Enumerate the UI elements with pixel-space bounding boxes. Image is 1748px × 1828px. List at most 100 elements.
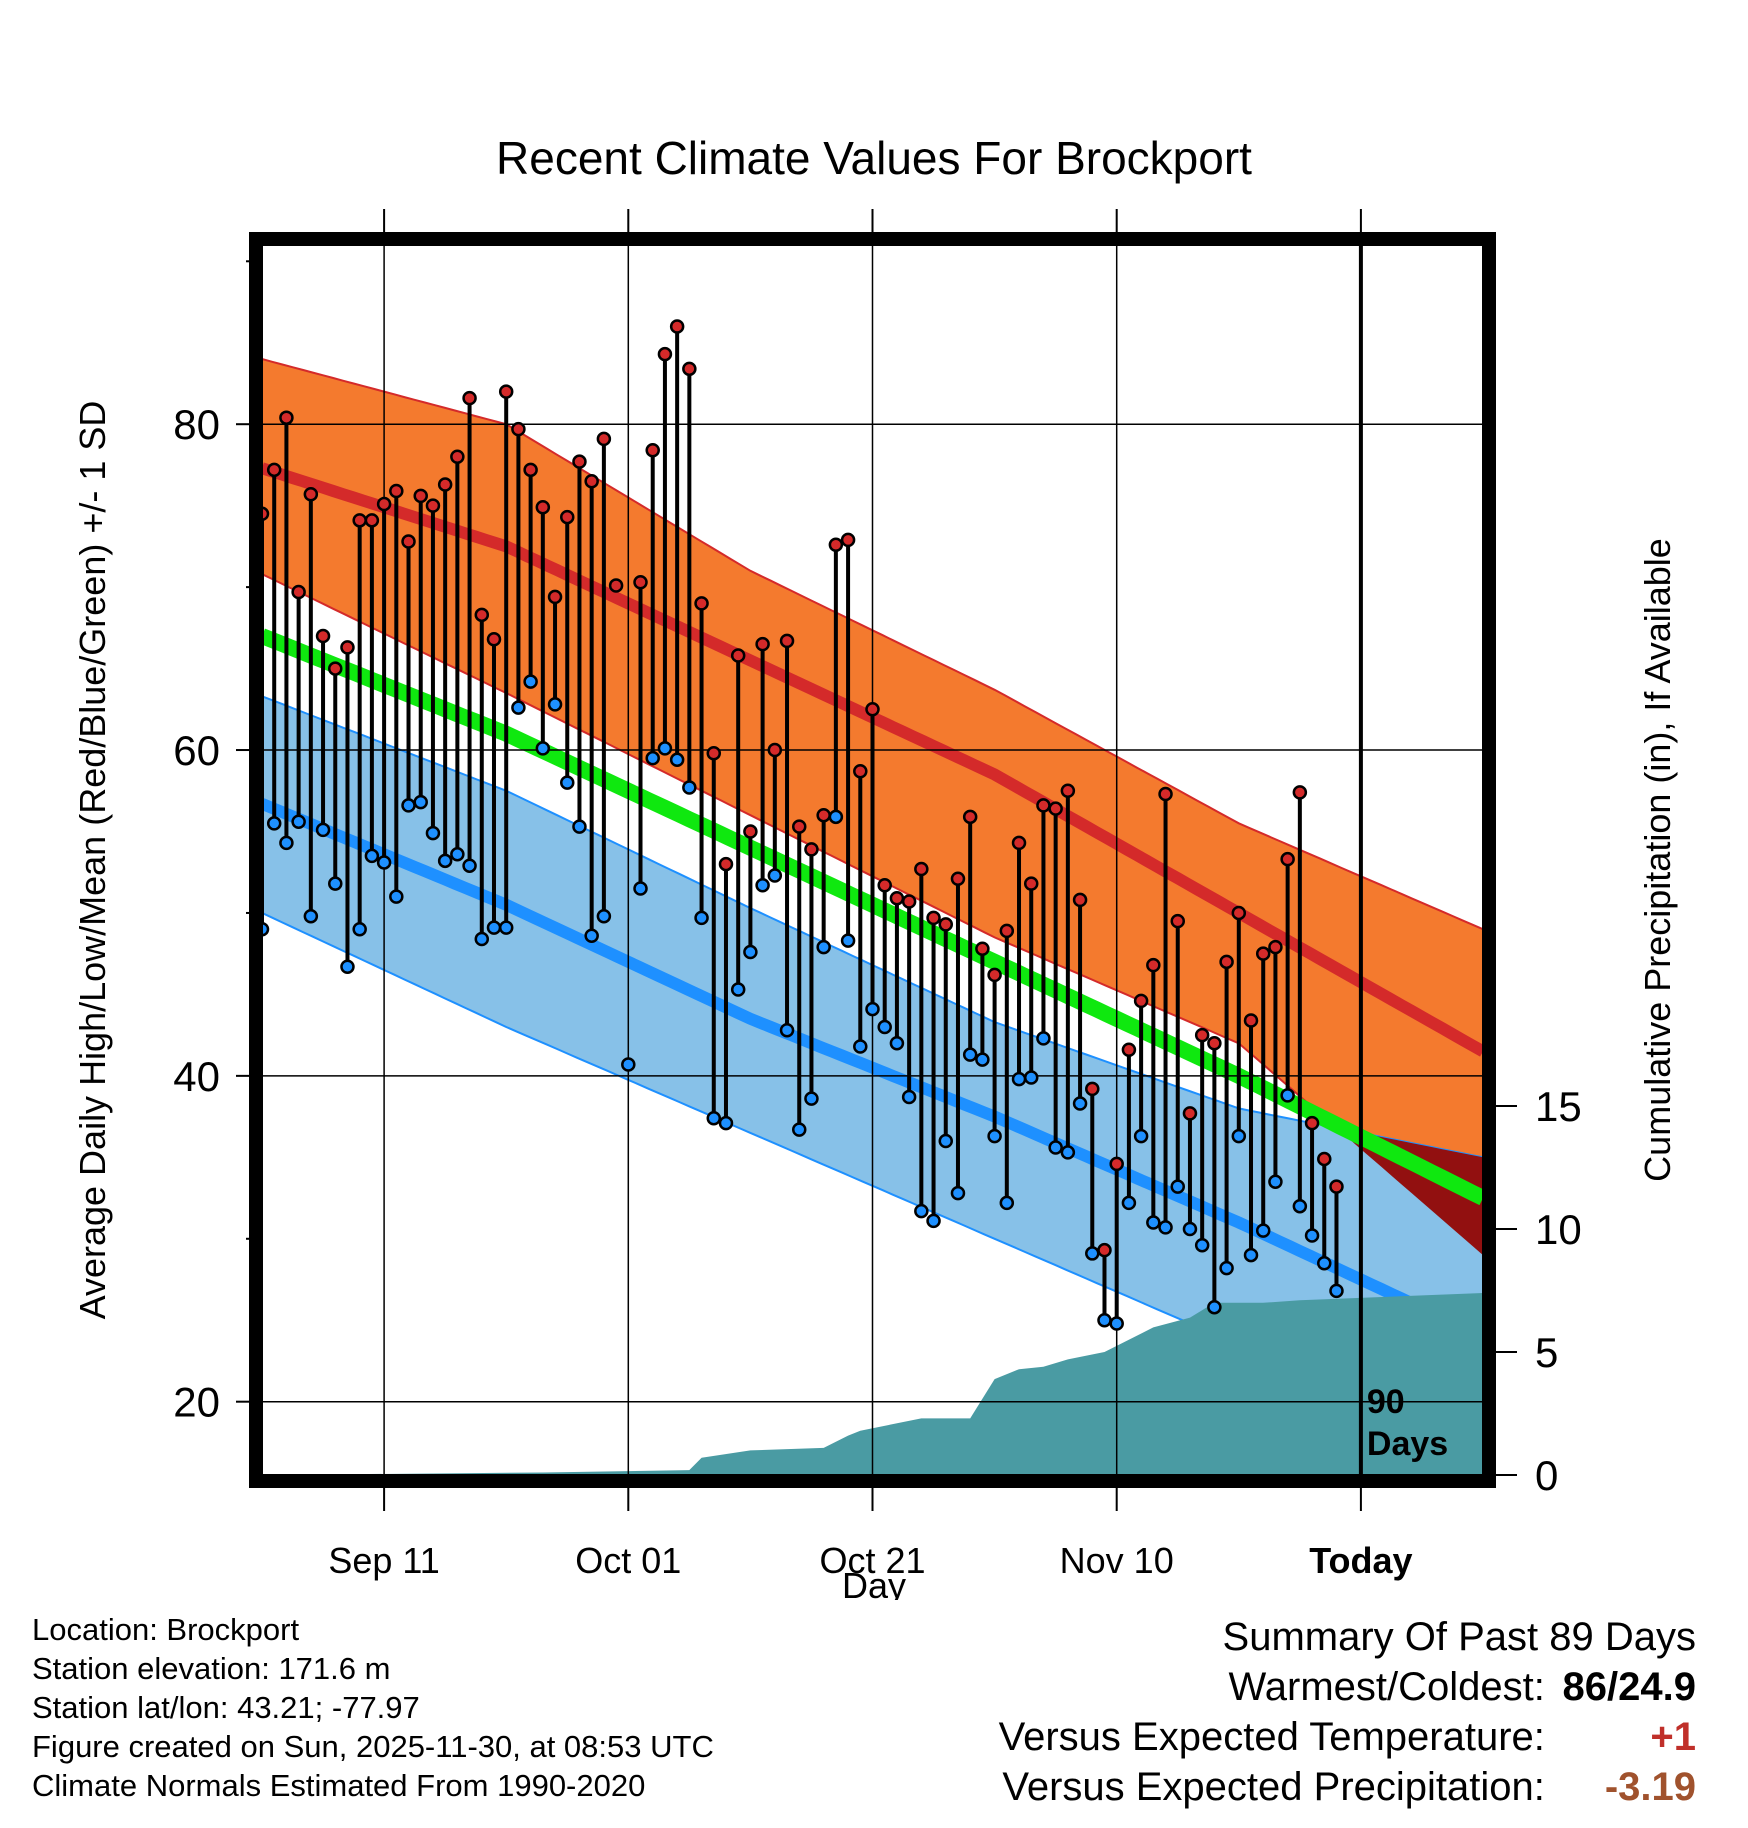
temp-label: Versus Expected Temperature: <box>999 1715 1545 1759</box>
daily-low-point <box>1196 1239 1208 1251</box>
daily-high-point <box>586 475 598 487</box>
daily-low-point <box>1221 1262 1233 1274</box>
daily-high-point <box>354 514 366 526</box>
x-tick-label: Today <box>1309 1540 1412 1581</box>
daily-high-point <box>671 320 683 332</box>
daily-high-point <box>439 478 451 490</box>
daily-low-point <box>928 1215 940 1227</box>
daily-high-point <box>683 363 695 375</box>
daily-low-point <box>952 1187 964 1199</box>
daily-low-point <box>1269 1176 1281 1188</box>
daily-low-point <box>586 930 598 942</box>
daily-low-point <box>488 922 500 934</box>
daily-low-point <box>1062 1146 1074 1158</box>
daily-high-point <box>964 811 976 823</box>
daily-high-point <box>1135 995 1147 1007</box>
latlon-text: Station lat/lon: 43.21; -77.97 <box>32 1688 714 1727</box>
daily-low-point <box>1245 1249 1257 1261</box>
daily-high-point <box>793 821 805 833</box>
daily-low-point <box>720 1117 732 1129</box>
daily-high-point <box>744 825 756 837</box>
daily-high-point <box>830 539 842 551</box>
daily-high-point <box>976 943 988 955</box>
daily-low-point <box>366 850 378 862</box>
daily-low-point <box>1257 1225 1269 1237</box>
daily-high-point <box>1160 788 1172 800</box>
location-text: Location: Brockport <box>32 1610 714 1649</box>
daily-high-point <box>1172 915 1184 927</box>
daily-high-point <box>329 663 341 675</box>
daily-high-point <box>1074 894 1086 906</box>
y-tick-label: 60 <box>173 727 220 774</box>
daily-high-point <box>1123 1044 1135 1056</box>
daily-low-point <box>378 856 390 868</box>
daily-high-point <box>1001 925 1013 937</box>
daily-high-point <box>561 511 573 523</box>
station-info: Location: Brockport Station elevation: 1… <box>32 1610 714 1805</box>
daily-low-point <box>683 782 695 794</box>
daily-high-point <box>757 638 769 650</box>
daily-high-point <box>1111 1158 1123 1170</box>
daily-high-point <box>769 744 781 756</box>
climate-chart: Recent Climate Values For Brockport 90 Da… <box>0 0 1748 1600</box>
daily-low-point <box>891 1037 903 1049</box>
daily-low-point <box>744 946 756 958</box>
daily-high-point <box>598 433 610 445</box>
daily-high-point <box>268 464 280 476</box>
warmest-label: Warmest/Coldest: <box>1229 1665 1545 1709</box>
daily-low-point <box>867 1003 879 1015</box>
daily-high-point <box>635 576 647 588</box>
daily-low-point <box>427 827 439 839</box>
daily-high-point <box>415 490 427 502</box>
daily-low-point <box>879 1021 891 1033</box>
daily-low-point <box>1233 1130 1245 1142</box>
y-axis-right-label: Cumulative Precipitation (in), If Availa… <box>1637 538 1678 1182</box>
daily-low-point <box>842 935 854 947</box>
daily-high-point <box>525 464 537 476</box>
daily-high-point <box>293 586 305 598</box>
daily-low-point <box>451 848 463 860</box>
daily-low-point <box>329 878 341 890</box>
daily-low-point <box>1001 1197 1013 1209</box>
daily-low-point <box>1013 1073 1025 1085</box>
daily-low-point <box>439 855 451 867</box>
daily-high-point <box>451 451 463 463</box>
daily-high-point <box>903 896 915 908</box>
daily-high-point <box>549 591 561 603</box>
daily-low-point <box>708 1112 720 1124</box>
normals-text: Climate Normals Estimated From 1990-2020 <box>32 1766 714 1805</box>
daily-low-point <box>964 1049 976 1061</box>
daily-high-point <box>940 918 952 930</box>
daily-low-point <box>390 891 402 903</box>
daily-low-point <box>1050 1142 1062 1154</box>
daily-high-point <box>341 641 353 653</box>
daily-low-point <box>622 1058 634 1070</box>
daily-low-point <box>1111 1317 1123 1329</box>
daily-low-point <box>915 1205 927 1217</box>
summary-temp-row: Versus Expected Temperature: +1 <box>999 1712 1696 1762</box>
daily-high-point <box>915 863 927 875</box>
y-tick-label: 80 <box>173 401 220 448</box>
daily-low-point <box>659 742 671 754</box>
daily-high-point <box>464 392 476 404</box>
daily-low-point <box>512 702 524 714</box>
daily-low-point <box>781 1024 793 1036</box>
daily-low-point <box>573 821 585 833</box>
daily-high-point <box>1245 1014 1257 1026</box>
x-tick-label: Sep 11 <box>328 1540 439 1581</box>
daily-high-point <box>818 809 830 821</box>
daily-low-point <box>818 941 830 953</box>
daily-low-point <box>1086 1247 1098 1259</box>
daily-high-point <box>1196 1029 1208 1041</box>
daily-low-point <box>976 1054 988 1066</box>
daily-low-point <box>757 879 769 891</box>
warmest-value: 86/24.9 <box>1556 1662 1696 1712</box>
daily-high-point <box>317 630 329 642</box>
x-tick-label: Oct 01 <box>575 1540 681 1581</box>
daily-low-point <box>732 984 744 996</box>
daily-low-point <box>696 912 708 924</box>
daily-high-point <box>390 485 402 497</box>
daily-high-point <box>403 536 415 548</box>
y-right-tick-label: 0 <box>1535 1452 1558 1499</box>
daily-high-point <box>732 650 744 662</box>
